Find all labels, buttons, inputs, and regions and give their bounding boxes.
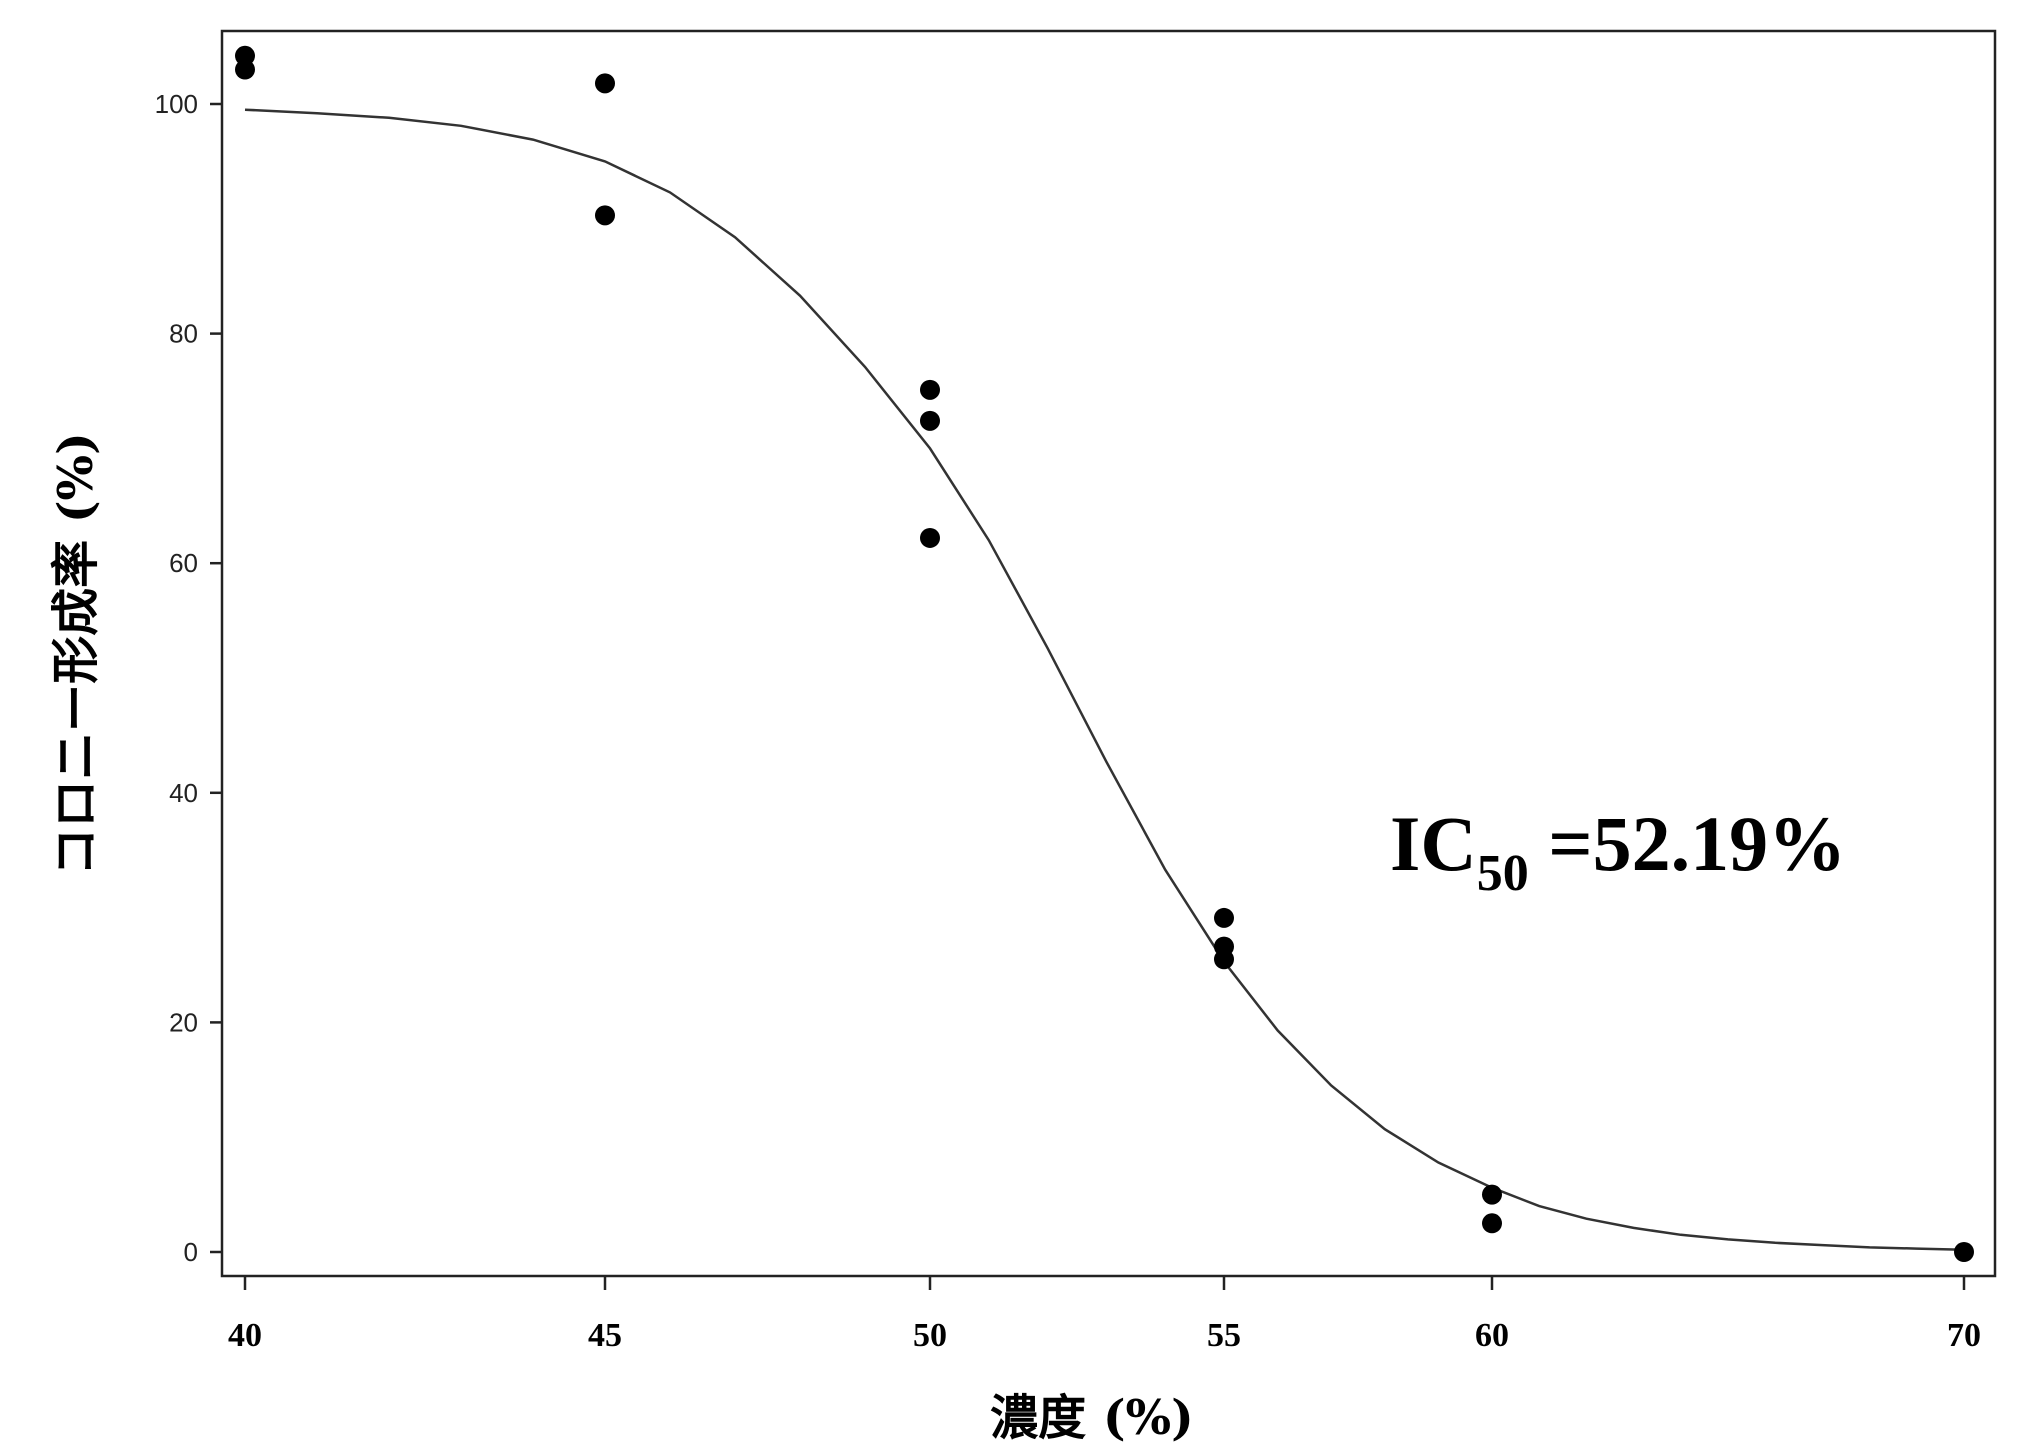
x-tick-label: 45: [588, 1317, 622, 1354]
y-tick-label: 80: [169, 319, 198, 349]
data-point: [595, 73, 615, 94]
x-tick-label: 55: [1207, 1317, 1241, 1354]
ic50-value: =52.19%: [1529, 800, 1846, 887]
y-tick-label: 0: [184, 1237, 198, 1267]
x-axis-ticks: 40 45 50 55 60 70: [228, 1276, 1981, 1354]
data-point: [1214, 907, 1234, 928]
plot-frame: [220, 29, 1997, 1278]
y-tick-label: 100: [155, 89, 198, 119]
data-point: [920, 379, 940, 400]
data-point: [1214, 949, 1234, 970]
y-tick-label: 60: [169, 548, 198, 578]
data-point: [1482, 1213, 1502, 1234]
x-axis-label: 濃度 (%): [990, 1390, 1194, 1446]
ic50-annotation: IC50 =52.19%: [1390, 800, 1846, 902]
y-tick-label: 40: [169, 778, 198, 808]
data-point: [235, 45, 255, 66]
y-axis-label: コロニー形成率 (%): [48, 432, 104, 876]
x-tick-label: 70: [1947, 1317, 1981, 1354]
data-point: [920, 410, 940, 431]
ic50-subscript: 50: [1477, 845, 1529, 902]
y-tick-label: 20: [169, 1007, 198, 1037]
y-axis-ticks: 0 20 40 60 80 100: [155, 89, 222, 1267]
x-tick-label: 60: [1475, 1317, 1509, 1354]
data-point: [1482, 1184, 1502, 1205]
x-tick-label: 40: [228, 1317, 262, 1354]
x-tick-label: 50: [913, 1317, 947, 1354]
dose-response-fit-curve: [244, 108, 1965, 1251]
data-points: [235, 45, 1974, 1262]
ic50-prefix: IC: [1390, 800, 1477, 887]
data-point: [1954, 1242, 1974, 1262]
data-point: [595, 205, 615, 226]
data-point: [235, 59, 255, 80]
data-point: [920, 527, 940, 548]
